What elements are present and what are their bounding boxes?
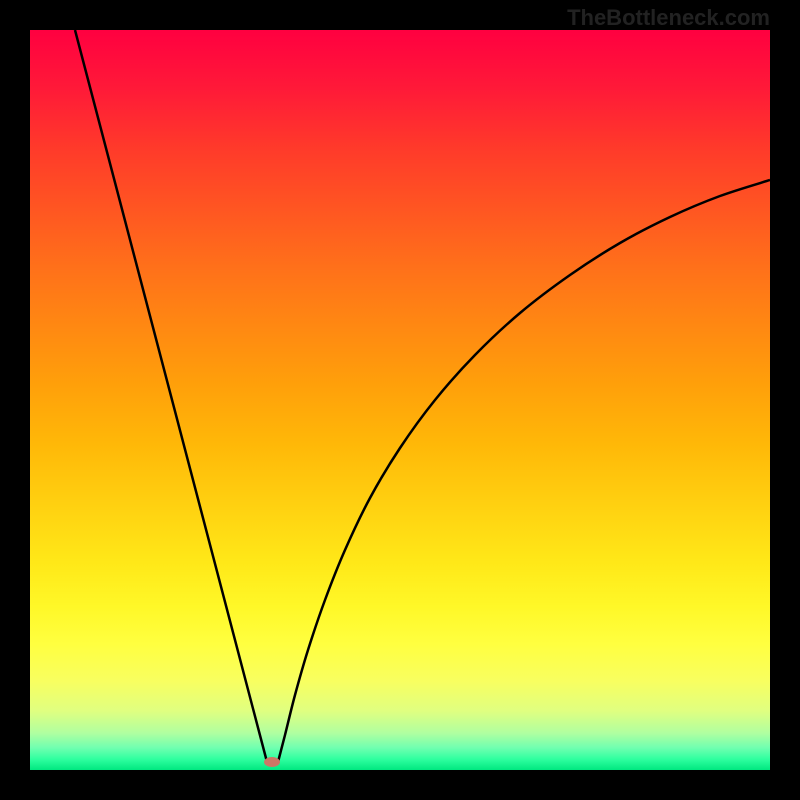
bottleneck-curve (30, 30, 770, 770)
watermark-text: TheBottleneck.com (567, 5, 770, 31)
chart-area (30, 30, 770, 770)
optimal-point-marker (264, 757, 280, 767)
